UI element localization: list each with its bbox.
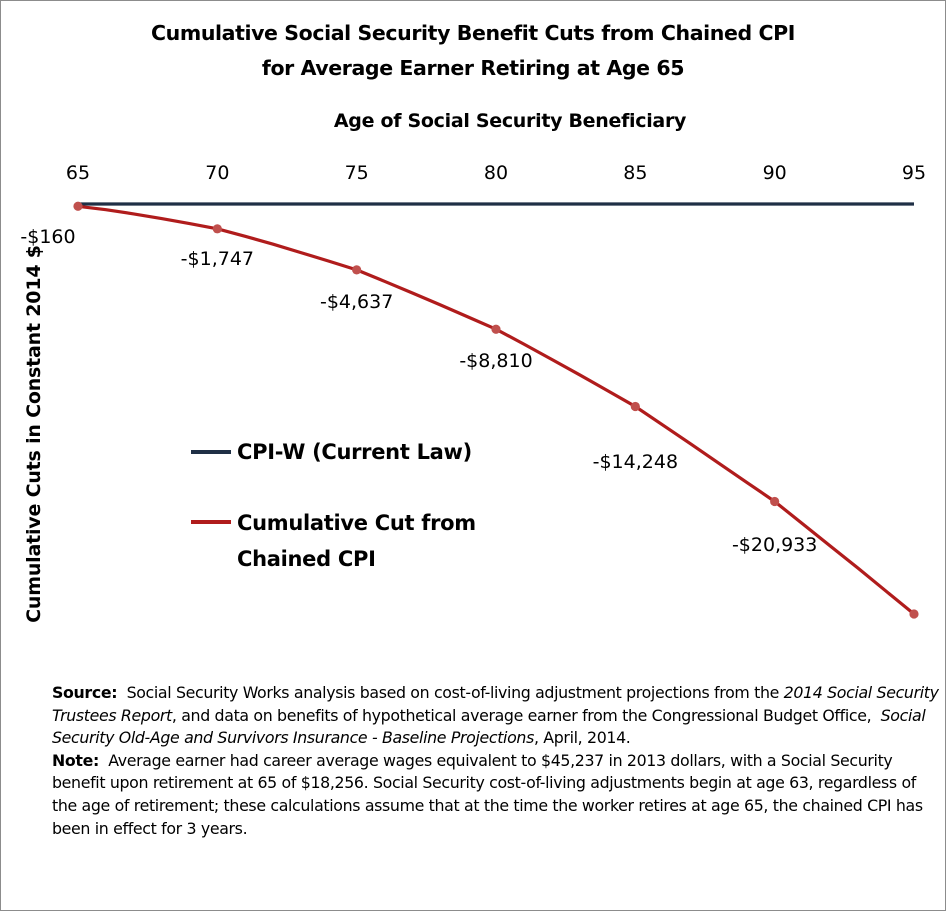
chart-subtitle: for Average Earner Retiring at Age 65 <box>261 56 685 80</box>
data-point-age-85 <box>630 401 640 412</box>
x-tick-label-75: 75 <box>345 162 369 184</box>
legend-label-chained-cpi-line1: Cumulative Cut from <box>237 511 476 535</box>
data-label-age-80: -$8,810 <box>459 350 532 372</box>
source-cbo-title: Social Security Old-Age and Survivors In… <box>52 705 926 748</box>
note-label: Note: <box>52 750 99 770</box>
data-label-age-75: -$4,637 <box>320 291 393 313</box>
source-label: Source: <box>52 683 118 702</box>
x-tick-label-85: 85 <box>623 162 647 184</box>
footnotes: Source: Social Security Works analysis b… <box>52 682 940 840</box>
legend-label-chained-cpi-line2: Chained CPI <box>237 547 376 571</box>
data-label-age-90: -$20,933 <box>732 534 817 556</box>
x-tick-label-80: 80 <box>484 162 508 184</box>
data-point-age-80 <box>491 324 501 334</box>
data-label-age-85: -$14,248 <box>593 451 678 473</box>
x-tick-label-65: 65 <box>66 162 90 184</box>
data-point-age-75 <box>352 265 362 275</box>
x-axis-title: Age of Social Security Beneficiary <box>334 110 687 132</box>
source-text-b: , and data on benefits of hypothetical a… <box>171 705 872 725</box>
chart-title: Cumulative Social Security Benefit Cuts … <box>151 21 795 45</box>
x-tick-label-95: 95 <box>902 162 926 184</box>
legend-label-cpi-w: CPI-W (Current Law) <box>237 440 472 464</box>
y-axis-title: Cumulative Cuts in Constant 2014 $ <box>23 245 45 623</box>
source-text-c: , April, 2014. <box>533 728 631 748</box>
note-text: Average earner had career average wages … <box>52 750 923 838</box>
methodology-note: Note: Average earner had career average … <box>52 750 940 840</box>
data-point-age-90 <box>770 496 780 507</box>
data-point-age-70 <box>212 224 222 234</box>
data-point-age-95 <box>909 609 919 619</box>
data-label-age-65: -$160 <box>20 226 75 248</box>
source-report-title: 2014 Social Security Trustees Report <box>52 683 939 725</box>
x-tick-label-70: 70 <box>205 162 229 184</box>
line-chart: Age of Social Security Beneficiary 65 70 75… <box>20 110 926 623</box>
data-point-age-65 <box>73 201 83 211</box>
source-text-a: Social Security Works analysis based on … <box>126 683 780 702</box>
source-note: Source: Social Security Works analysis b… <box>52 682 940 750</box>
x-tick-label-90: 90 <box>763 162 787 184</box>
data-label-age-70: -$1,747 <box>181 248 254 270</box>
